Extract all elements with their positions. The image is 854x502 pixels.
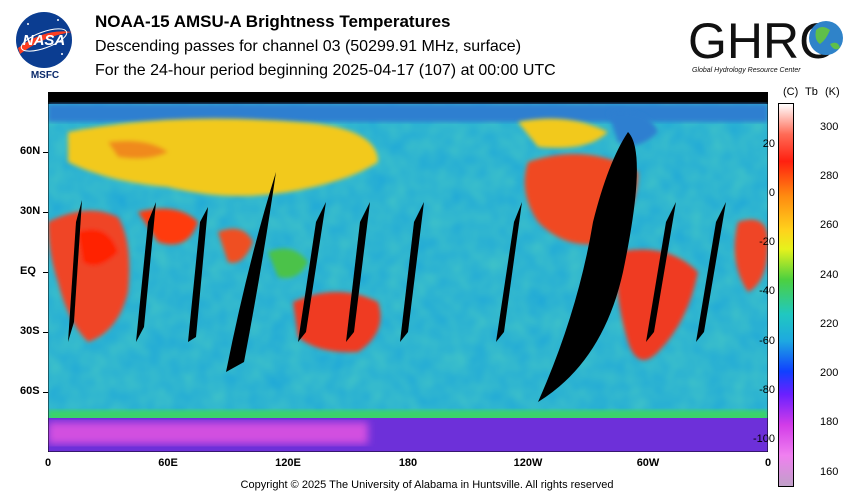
latitude-label: 30S <box>20 325 40 337</box>
kelvin-tick-label: 180 <box>820 416 839 429</box>
celsius-tick-label: -100 <box>752 433 775 446</box>
kelvin-tick-label: 300 <box>820 120 839 133</box>
latitude-tick <box>43 272 48 273</box>
orbit-gap <box>400 202 424 342</box>
ghrc-logo: GHRC Global Hydrology Resource Center <box>688 13 843 74</box>
kelvin-tick-label: 160 <box>820 465 839 478</box>
kelvin-tick-label: 280 <box>820 169 839 182</box>
copyright-footer: Copyright © 2025 The University of Alaba… <box>240 479 614 491</box>
ghrc-subtext: Global Hydrology Resource Center <box>692 67 801 74</box>
orbit-gap <box>496 202 522 342</box>
africa-west-edge <box>734 219 768 292</box>
latitude-tick <box>43 332 48 333</box>
arctic-gap <box>48 92 768 104</box>
orbit-gap <box>538 132 637 402</box>
celsius-tick-label: -20 <box>759 236 775 249</box>
latitude-tick <box>43 212 48 213</box>
orbit-gap <box>226 172 276 372</box>
longitude-label: 120W <box>513 457 543 469</box>
celsius-tick-label: -80 <box>759 383 775 396</box>
eurasia <box>68 118 378 196</box>
orbit-gap <box>136 202 156 342</box>
brightness-temperature-map <box>48 92 768 452</box>
colorbar-tb-header: Tb <box>805 86 818 98</box>
kelvin-tick-label: 220 <box>820 317 839 330</box>
latitude-tick <box>43 152 48 153</box>
page-title: NOAA-15 AMSU-A Brightness Temperatures <box>95 12 451 31</box>
celsius-tick-label: 20 <box>762 137 775 150</box>
longitude-label: 0 <box>44 457 52 469</box>
canada <box>518 118 608 148</box>
orbit-gap <box>298 202 326 342</box>
greenland <box>608 111 658 146</box>
orbit-gap <box>696 202 726 342</box>
colorbar-kelvin-header: (K) <box>825 86 840 98</box>
msfc-label: MSFC <box>30 70 60 81</box>
arctic-band <box>48 104 768 122</box>
longitude-label: 0 <box>764 457 772 469</box>
latitude-label: EQ <box>20 265 36 277</box>
latitude-label: 60N <box>20 145 41 157</box>
orbit-gap <box>188 207 208 342</box>
longitude-label: 60W <box>636 457 660 469</box>
india <box>218 228 253 263</box>
longitude-label: 120E <box>275 457 301 469</box>
subtitle-channel: Descending passes for channel 03 (50299.… <box>95 38 522 55</box>
latitude-tick <box>43 392 48 393</box>
longitude-label: 180 <box>398 457 418 469</box>
orbit-gaps <box>68 132 726 402</box>
kelvin-tick-label: 260 <box>820 219 839 232</box>
kelvin-tick-label: 200 <box>820 367 839 380</box>
nasa-logo: NASA <box>16 12 72 68</box>
colorbar <box>778 103 794 487</box>
colorbar-celsius-header: (C) <box>783 86 799 98</box>
orbit-gap <box>646 202 676 342</box>
nasa-wordmark: NASA <box>23 32 66 49</box>
celsius-tick-label: -40 <box>759 285 775 298</box>
celsius-tick-label: 0 <box>768 186 775 199</box>
antarctica-east <box>48 422 368 444</box>
celsius-tick-label: -60 <box>759 334 775 347</box>
latitude-label: 30N <box>20 205 41 217</box>
longitude-label: 60E <box>158 457 178 469</box>
australia <box>293 292 381 353</box>
subtitle-period: For the 24-hour period beginning 2025-04… <box>95 62 556 79</box>
latitude-label: 60S <box>20 385 40 397</box>
orbit-gap <box>68 200 82 342</box>
orbit-gap <box>346 202 370 342</box>
europe <box>108 140 168 159</box>
africa-sahara <box>78 229 118 266</box>
kelvin-tick-label: 240 <box>820 268 839 281</box>
southeast-asia <box>268 248 308 278</box>
